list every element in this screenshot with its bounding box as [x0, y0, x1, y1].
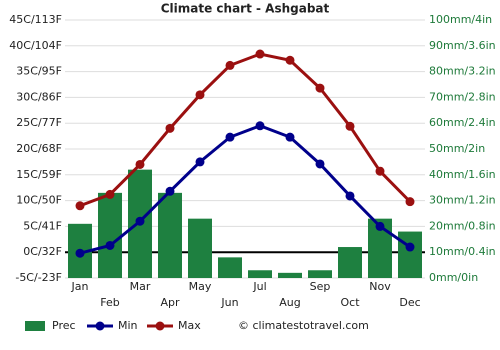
x-tick-label: Jul [252, 280, 266, 293]
chart-title: Climate chart - Ashgabat [161, 2, 330, 16]
x-tick-label: Feb [100, 296, 119, 309]
bar [308, 270, 332, 278]
bar [188, 218, 212, 278]
y2-tick-label: 10mm/0.4in [429, 245, 496, 258]
bar [158, 192, 182, 278]
y-tick-label: 20C/68F [16, 142, 62, 155]
y-tick-label: 5C/41F [23, 219, 62, 232]
legend-label: Min [118, 319, 138, 332]
marker [135, 216, 145, 226]
x-tick-label: Jan [71, 280, 89, 293]
y-tick-label: -5C/-23F [15, 271, 62, 284]
x-tick-label: May [189, 280, 212, 293]
x-tick-label: Apr [160, 296, 180, 309]
legend-label: Max [178, 319, 201, 332]
bar [248, 270, 272, 278]
legend-swatch [95, 321, 105, 331]
marker [195, 90, 205, 100]
legend-swatch [25, 321, 45, 331]
x-tick-label: Mar [130, 280, 151, 293]
y-tick-label: 0C/32F [23, 245, 62, 258]
marker [75, 248, 85, 258]
y2-tick-label: 70mm/2.8in [429, 90, 496, 103]
x-tick-label: Oct [340, 296, 360, 309]
line [79, 124, 411, 255]
marker [375, 166, 385, 176]
marker [405, 197, 415, 207]
marker [405, 242, 415, 252]
y2-tick-label: 40mm/1.6in [429, 168, 496, 181]
marker [135, 159, 145, 169]
marker [345, 121, 355, 131]
y-tick-label: 15C/59F [16, 168, 62, 181]
marker [345, 191, 355, 201]
bar [278, 272, 302, 278]
y-tick-label: 45C/113F [9, 13, 62, 26]
y-tick-label: 25C/77F [16, 116, 62, 129]
y2-tick-label: 60mm/2.4in [429, 116, 496, 129]
legend-label: Prec [52, 319, 76, 332]
marker [165, 186, 175, 196]
marker [75, 201, 85, 211]
marker [105, 240, 115, 250]
marker [255, 121, 265, 131]
y2-tick-label: 30mm/1.2in [429, 194, 496, 207]
credit: © climatestotravel.com [238, 319, 369, 332]
y-tick-label: 30C/86F [16, 90, 62, 103]
marker [285, 132, 295, 142]
y2-tick-label: 80mm/3.2in [429, 65, 496, 78]
x-tick-label: Jun [220, 296, 238, 309]
marker [255, 49, 265, 59]
y2-tick-label: 100mm/4in [429, 13, 492, 26]
marker [375, 221, 385, 231]
marker [285, 55, 295, 65]
y-tick-label: 40C/104F [9, 39, 62, 52]
x-tick-label: Sep [310, 280, 331, 293]
marker [315, 159, 325, 169]
x-tick-label: Dec [399, 296, 420, 309]
legend-swatch [155, 321, 165, 331]
bar [218, 257, 242, 278]
y2-tick-label: 90mm/3.6in [429, 39, 496, 52]
x-tick-label: Nov [369, 280, 391, 293]
x-tick-label: Aug [279, 296, 300, 309]
bar [98, 192, 122, 278]
bar [398, 231, 422, 278]
y-tick-label: 35C/95F [16, 65, 62, 78]
marker [225, 132, 235, 142]
line [79, 52, 412, 208]
marker [165, 123, 175, 133]
marker [195, 157, 205, 167]
y2-tick-label: 20mm/0.8in [429, 219, 496, 232]
y2-tick-label: 50mm/2in [429, 142, 485, 155]
marker [225, 60, 235, 70]
bar [338, 247, 362, 278]
marker [315, 83, 325, 93]
marker [105, 189, 115, 199]
y-tick-label: 10C/50F [16, 194, 62, 207]
y2-tick-label: 0mm/0in [429, 271, 478, 284]
